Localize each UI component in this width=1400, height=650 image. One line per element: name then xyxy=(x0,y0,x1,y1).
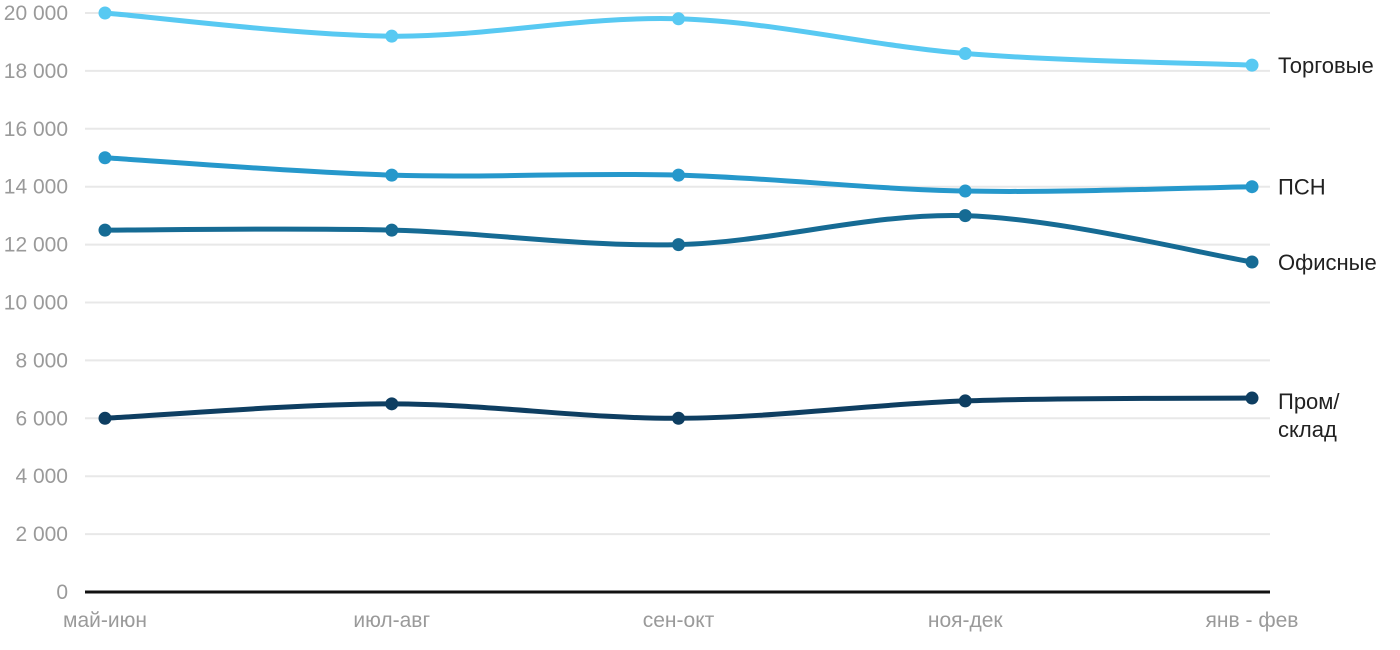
series-point xyxy=(98,223,112,237)
series-point xyxy=(1245,255,1259,269)
y-axis-tick-label: 6 000 xyxy=(15,407,68,430)
x-axis-tick-label: июл-авг xyxy=(353,609,430,632)
series-point xyxy=(385,168,399,182)
x-axis-tick-label: янв - фев xyxy=(1206,609,1299,632)
y-axis-tick-label: 2 000 xyxy=(15,523,68,546)
series-point xyxy=(98,411,112,425)
series-point xyxy=(672,168,685,182)
y-axis-tick-label: 0 xyxy=(56,581,68,604)
series-point xyxy=(98,151,112,165)
y-axis-tick-label: 16 000 xyxy=(4,118,68,141)
y-axis-tick-label: 14 000 xyxy=(4,176,68,199)
series-point xyxy=(385,29,399,43)
y-axis-tick-label: 4 000 xyxy=(15,465,68,488)
x-axis-tick-label: ноя-дек xyxy=(928,609,1004,632)
series-label-Пром/склад: Пром/ xyxy=(1278,389,1340,414)
series-point xyxy=(385,223,399,237)
series-point xyxy=(98,6,112,20)
y-axis-tick-label: 18 000 xyxy=(4,60,68,83)
series-point xyxy=(1245,391,1259,405)
y-axis-tick-label: 20 000 xyxy=(4,2,68,25)
y-axis-tick-label: 10 000 xyxy=(4,292,68,315)
x-axis-tick-label: май-июн xyxy=(63,609,147,632)
series-point xyxy=(672,238,685,252)
y-axis-tick-label: 12 000 xyxy=(4,234,68,257)
series-label-Пром/склад: склад xyxy=(1278,417,1337,442)
series-point xyxy=(958,394,972,408)
series-point xyxy=(1245,58,1259,72)
series-label-Торговые: Торговые xyxy=(1278,53,1374,78)
series-point xyxy=(672,411,685,425)
series-point xyxy=(672,12,685,26)
series-point xyxy=(1245,180,1259,194)
series-label-Офисные: Офисные xyxy=(1278,250,1377,275)
series-point xyxy=(958,209,972,223)
series-point xyxy=(958,184,972,198)
x-axis-tick-label: сен-окт xyxy=(643,609,715,632)
series-label-ПСН: ПСН xyxy=(1278,175,1326,200)
y-axis-tick-label: 8 000 xyxy=(15,349,68,372)
series-point xyxy=(958,47,972,61)
series-point xyxy=(385,397,399,411)
